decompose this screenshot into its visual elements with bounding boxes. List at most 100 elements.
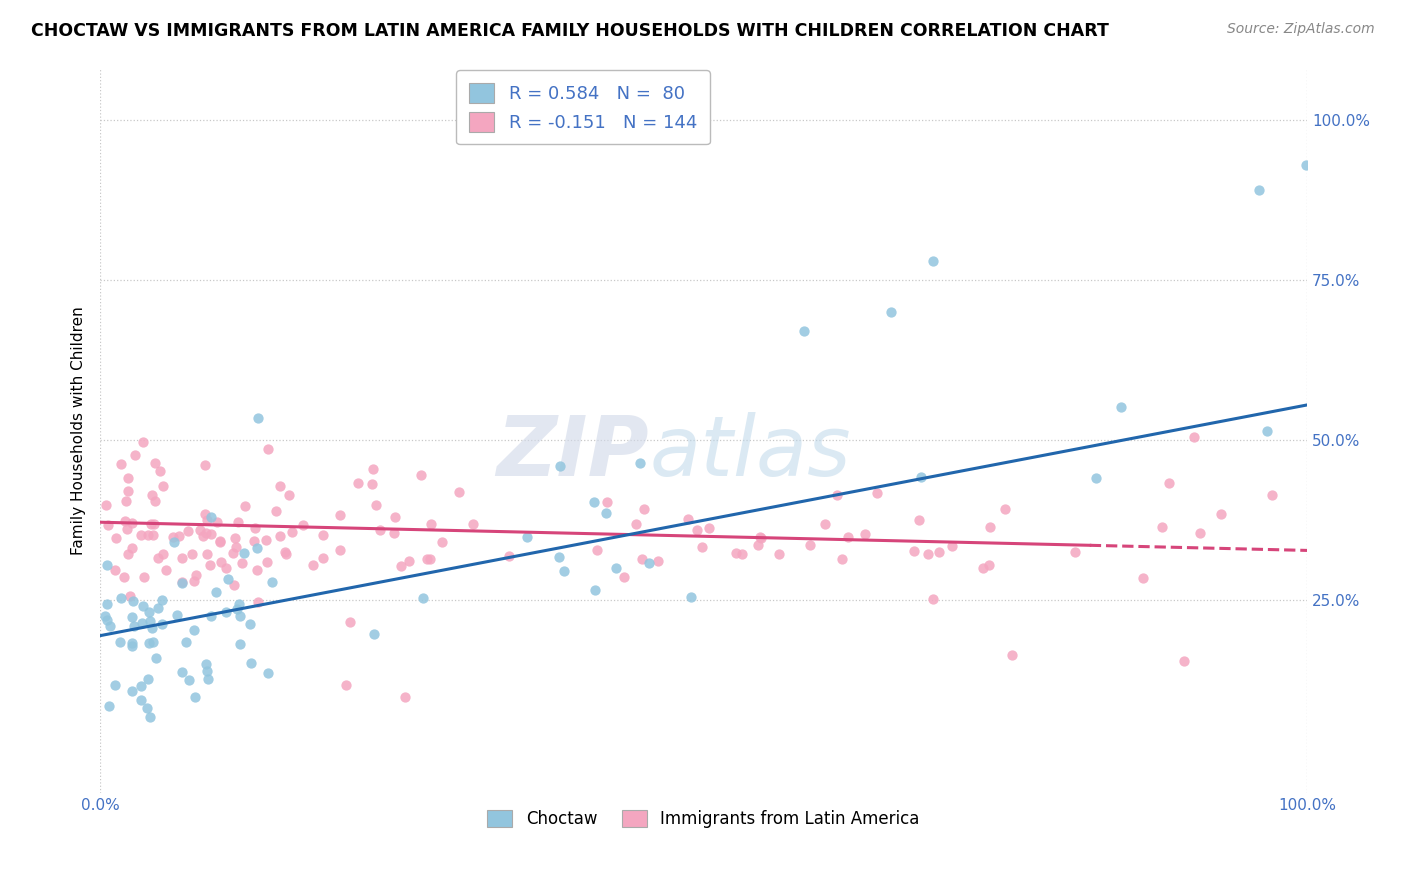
Point	[172, 665, 194, 679]
Point	[690, 540, 713, 554]
Point	[246, 594, 269, 608]
Point	[172, 575, 194, 590]
Point	[412, 591, 434, 606]
Point	[361, 462, 384, 476]
Point	[368, 524, 391, 538]
Point	[910, 470, 932, 484]
Point	[114, 514, 136, 528]
Point	[134, 570, 156, 584]
Point	[681, 591, 703, 605]
Point	[138, 528, 160, 542]
Point	[908, 513, 931, 527]
Point	[141, 488, 163, 502]
Point	[229, 637, 252, 651]
Point	[200, 609, 222, 624]
Point	[1000, 648, 1022, 662]
Point	[246, 541, 269, 555]
Point	[121, 639, 143, 653]
Point	[141, 621, 163, 635]
Point	[419, 552, 441, 566]
Text: CHOCTAW VS IMMIGRANTS FROM LATIN AMERICA FAMILY HOUSEHOLDS WITH CHILDREN CORRELA: CHOCTAW VS IMMIGRANTS FROM LATIN AMERICA…	[31, 22, 1109, 40]
Point	[172, 551, 194, 566]
Point	[129, 693, 152, 707]
Point	[142, 517, 165, 532]
Point	[167, 529, 190, 543]
Point	[117, 471, 139, 485]
Point	[548, 458, 571, 473]
Point	[195, 664, 218, 678]
Point	[339, 615, 361, 630]
Point	[117, 547, 139, 561]
Point	[749, 531, 772, 545]
Point	[633, 501, 655, 516]
Point	[152, 617, 174, 632]
Point	[1159, 475, 1181, 490]
Point	[122, 593, 145, 607]
Point	[647, 554, 669, 568]
Point	[394, 690, 416, 704]
Point	[148, 551, 170, 566]
Point	[363, 627, 385, 641]
Point	[139, 710, 162, 724]
Point	[124, 619, 146, 633]
Point	[96, 597, 118, 611]
Point	[747, 538, 769, 552]
Point	[221, 546, 243, 560]
Point	[224, 531, 246, 545]
Point	[114, 494, 136, 508]
Point	[246, 563, 269, 577]
Point	[108, 635, 131, 649]
Point	[430, 535, 453, 549]
Point	[197, 673, 219, 687]
Point	[269, 529, 291, 543]
Point	[110, 591, 132, 606]
Point	[209, 534, 232, 549]
Point	[121, 541, 143, 555]
Point	[1247, 183, 1270, 197]
Point	[979, 558, 1001, 572]
Point	[215, 561, 238, 575]
Point	[993, 501, 1015, 516]
Point	[215, 605, 238, 619]
Point	[398, 554, 420, 568]
Point	[184, 690, 207, 704]
Point	[264, 504, 287, 518]
Point	[198, 558, 221, 572]
Point	[138, 672, 160, 686]
Point	[586, 543, 609, 558]
Point	[1109, 400, 1132, 414]
Point	[335, 678, 357, 692]
Point	[1150, 520, 1173, 534]
Point	[200, 509, 222, 524]
Point	[117, 484, 139, 499]
Point	[1132, 571, 1154, 585]
Point	[209, 555, 232, 569]
Point	[678, 512, 700, 526]
Point	[246, 410, 269, 425]
Point	[1173, 654, 1195, 668]
Point	[498, 549, 520, 564]
Point	[118, 589, 141, 603]
Point	[346, 475, 368, 490]
Point	[638, 556, 661, 570]
Point	[129, 527, 152, 541]
Point	[972, 561, 994, 575]
Point	[205, 515, 228, 529]
Point	[631, 552, 654, 566]
Point	[903, 543, 925, 558]
Point	[181, 547, 204, 561]
Point	[176, 524, 198, 538]
Point	[139, 517, 162, 532]
Point	[260, 575, 283, 590]
Point	[195, 513, 218, 527]
Point	[793, 324, 815, 338]
Point	[195, 657, 218, 671]
Point	[256, 556, 278, 570]
Point	[1182, 430, 1205, 444]
Point	[124, 448, 146, 462]
Point	[595, 507, 617, 521]
Point	[229, 608, 252, 623]
Point	[1188, 526, 1211, 541]
Point	[195, 547, 218, 561]
Point	[749, 530, 772, 544]
